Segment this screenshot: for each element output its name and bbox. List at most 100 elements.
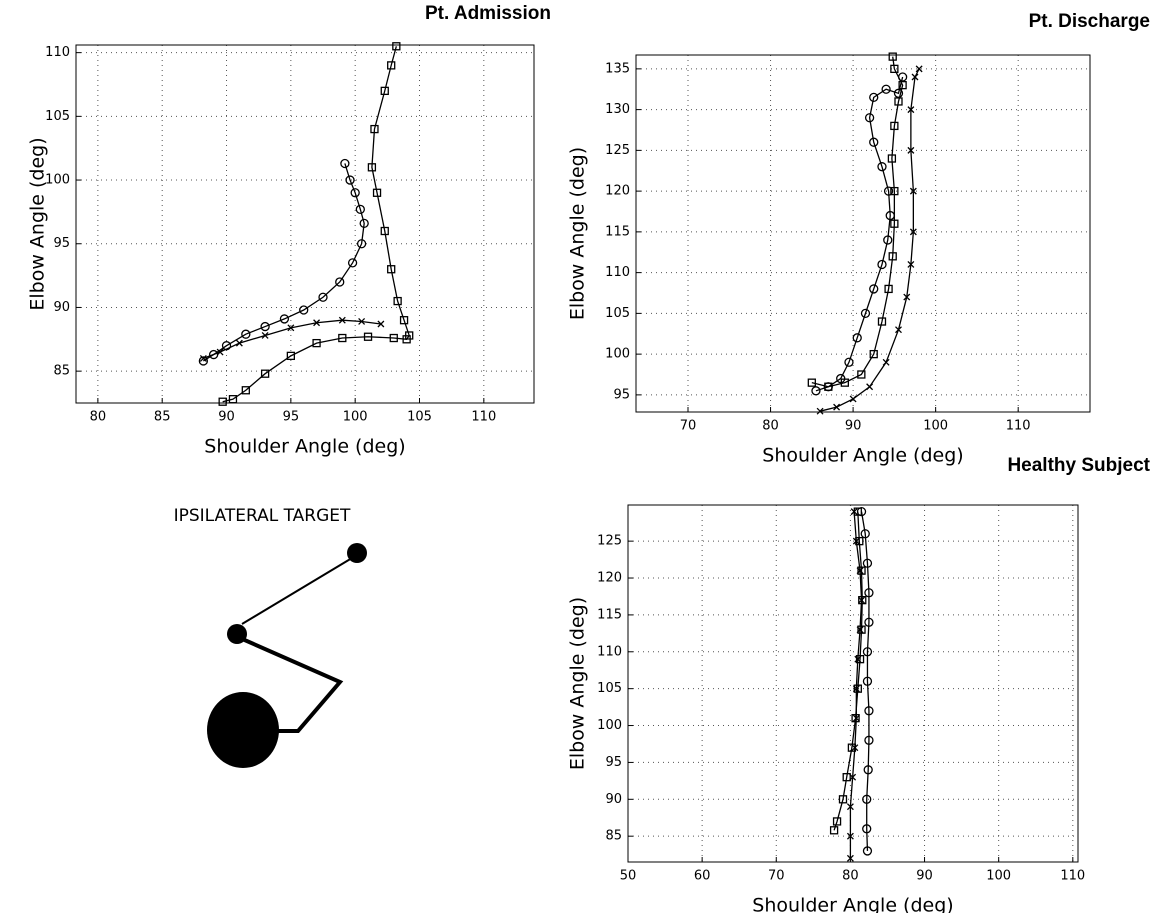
marker-shape [869, 92, 879, 103]
marker [218, 397, 227, 406]
marker [857, 370, 866, 379]
marker-shape [402, 335, 411, 344]
marker [335, 277, 345, 287]
x-tick-label: 80 [842, 869, 859, 884]
marker [387, 61, 396, 70]
y-tick-label: 90 [53, 300, 70, 315]
marker [883, 235, 893, 245]
marker-shape [858, 596, 865, 604]
marker [887, 154, 897, 163]
marker [367, 163, 377, 172]
y-tick-label: 120 [605, 184, 630, 199]
marker [849, 395, 857, 403]
marker-shape [235, 339, 243, 347]
marker [389, 333, 398, 343]
marker-shape [888, 52, 897, 61]
y-tick-label: 105 [605, 306, 630, 321]
plot-frame [627, 504, 1079, 863]
marker-shape [261, 332, 269, 339]
marker [862, 824, 872, 834]
chart-title: Pt. Admission [425, 3, 551, 24]
marker-shape [355, 204, 365, 214]
marker-shape [840, 378, 849, 387]
chart-title: Pt. Discharge [1029, 11, 1150, 32]
marker [890, 121, 899, 131]
marker [832, 817, 842, 826]
marker-shape [228, 395, 238, 404]
marker-shape [833, 403, 841, 411]
y-tick-label: 85 [53, 364, 70, 379]
marker [882, 358, 890, 366]
marker-shape [853, 507, 862, 516]
marker [853, 507, 862, 516]
x-axis-label: Shoulder Angle (deg) [752, 895, 953, 914]
marker-shape [877, 162, 887, 172]
marker-shape [350, 188, 360, 198]
marker-shape [372, 188, 382, 197]
marker-shape [318, 292, 328, 302]
marker [869, 92, 879, 103]
marker-shape [842, 773, 851, 782]
marker-shape [389, 333, 398, 343]
plot-area [76, 45, 534, 403]
marker-shape [852, 333, 862, 343]
marker-shape [883, 186, 894, 196]
x-tick-label: 110 [1060, 869, 1085, 884]
marker [888, 52, 897, 61]
diagram-title: IPSILATERAL TARGET [174, 506, 351, 526]
marker [241, 329, 251, 339]
x-tick-label: 100 [923, 419, 948, 434]
marker-shape [864, 706, 874, 716]
marker [855, 655, 865, 664]
marker [811, 386, 821, 396]
marker [895, 326, 902, 334]
marker [864, 706, 874, 716]
y-axis-label: Elbow Angle (deg) [567, 597, 589, 770]
marker [313, 319, 321, 327]
marker-shape [862, 558, 873, 568]
y-tick-label: 105 [45, 109, 70, 124]
marker-shape [218, 397, 227, 406]
marker-shape [338, 333, 347, 343]
marker [287, 324, 295, 332]
marker [199, 354, 207, 362]
x-tick-label: 90 [916, 869, 933, 884]
marker [907, 146, 915, 154]
marker-shape [358, 318, 366, 325]
y-tick-label: 105 [597, 681, 622, 696]
marker [838, 795, 848, 804]
x-tick-label: 90 [845, 419, 862, 434]
marker [909, 187, 917, 195]
marker [857, 625, 866, 634]
marker-shape [862, 846, 873, 856]
marker [370, 124, 379, 134]
marker [852, 714, 860, 722]
marker [286, 351, 295, 361]
marker-shape [860, 529, 870, 539]
marker-shape [855, 536, 864, 546]
marker-shape [907, 106, 915, 114]
marker-shape [816, 407, 824, 415]
marker [279, 314, 290, 324]
y-tick-label: 90 [605, 792, 622, 807]
marker-shape [857, 370, 866, 379]
marker-shape [279, 314, 290, 324]
marker-shape [846, 832, 854, 840]
marker [816, 407, 824, 415]
marker [359, 218, 369, 229]
marker [888, 252, 897, 261]
x-tick-label: 110 [1006, 419, 1031, 434]
marker-shape [857, 566, 866, 575]
marker [869, 137, 879, 147]
marker-shape [869, 284, 879, 294]
y-tick-label: 130 [605, 102, 630, 117]
marker-shape [393, 296, 402, 306]
arm-diagram [207, 543, 367, 768]
marker [312, 338, 321, 348]
y-axis-label: Elbow Angle (deg) [27, 137, 49, 310]
marker-shape [877, 317, 887, 326]
marker-shape [890, 64, 899, 74]
y-tick-label: 135 [605, 61, 630, 76]
marker-shape [909, 228, 917, 236]
y-tick-label: 100 [597, 718, 622, 733]
